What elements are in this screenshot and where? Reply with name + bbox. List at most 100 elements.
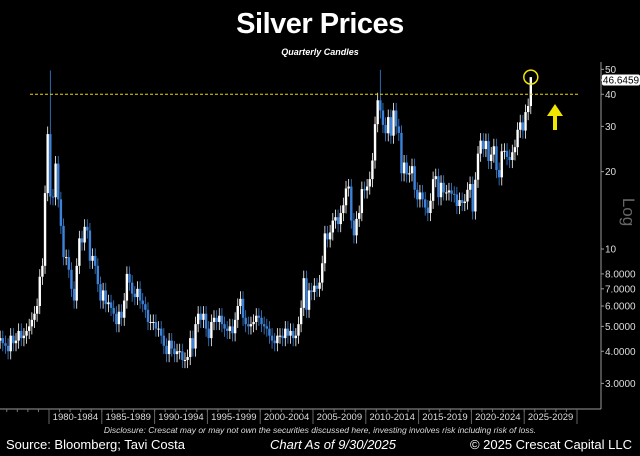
candle-body	[175, 351, 179, 355]
candle	[347, 178, 350, 197]
candle	[326, 225, 329, 248]
candle	[117, 304, 121, 333]
candle-body	[307, 290, 311, 310]
candle	[424, 191, 427, 216]
y-tick-label: 50	[605, 65, 617, 76]
last-value-text: 46.6459	[603, 76, 640, 87]
x-tick-label: 2005-2009	[317, 412, 362, 423]
candle	[511, 144, 514, 169]
candle-body	[342, 205, 345, 214]
candle-body	[101, 290, 105, 301]
y-tick-label: 8.0000	[605, 269, 636, 280]
candle-body	[439, 182, 443, 198]
candle	[276, 328, 279, 352]
candle-body	[152, 321, 155, 323]
candle-body	[468, 184, 472, 190]
candle	[371, 152, 374, 188]
candle-body	[249, 324, 253, 327]
candle-body	[286, 328, 290, 336]
candle	[519, 114, 522, 138]
candle-body	[109, 302, 113, 308]
candle	[344, 180, 348, 214]
candle-body	[492, 146, 496, 155]
candle-body	[25, 330, 28, 336]
candle	[376, 92, 379, 133]
candle-body	[347, 186, 350, 189]
candle-body	[389, 117, 393, 136]
candle-body	[59, 199, 63, 226]
candle	[20, 323, 23, 347]
candle	[49, 70, 52, 205]
candle-body	[363, 189, 366, 191]
candle-body	[167, 340, 171, 355]
candle-body	[12, 335, 15, 344]
candle-body	[503, 150, 506, 152]
candle	[334, 209, 337, 229]
candle	[202, 306, 205, 328]
y-tick-label: 30	[605, 122, 617, 133]
candle-body	[41, 265, 44, 277]
candle-body	[88, 230, 92, 261]
candle-body	[450, 190, 453, 194]
candle	[249, 316, 253, 335]
candle-body	[397, 126, 400, 133]
candle	[355, 211, 358, 244]
candle	[162, 328, 166, 354]
candle-body	[17, 330, 20, 341]
candle	[445, 184, 448, 201]
candle-body	[484, 141, 488, 149]
candle-body	[212, 317, 216, 322]
candle	[199, 306, 202, 328]
candle	[400, 125, 403, 182]
x-tick-label: 2025-2029	[528, 412, 573, 423]
candle-body	[64, 257, 68, 259]
candle-body	[516, 129, 519, 148]
candle	[260, 310, 263, 333]
candle-body	[495, 146, 498, 170]
candle-body	[49, 134, 52, 197]
candle	[51, 188, 55, 206]
candle-body	[431, 179, 435, 201]
candle-body	[442, 182, 445, 193]
candle	[236, 298, 239, 328]
candle-body	[125, 273, 129, 301]
candle-body	[511, 152, 514, 160]
candle-body	[426, 207, 430, 214]
candle-body	[244, 317, 247, 325]
candle-body	[160, 328, 163, 336]
candle	[210, 314, 213, 347]
y-tick-label: 10	[605, 245, 617, 256]
candle-body	[22, 335, 26, 339]
candle	[500, 143, 503, 186]
candle-body	[4, 343, 7, 346]
candle	[299, 300, 303, 333]
candle	[257, 308, 261, 326]
candle-body	[231, 326, 234, 334]
candle-body	[46, 134, 49, 194]
candle-body	[410, 166, 414, 174]
candle	[508, 149, 511, 169]
candle	[466, 182, 469, 210]
candle	[455, 186, 459, 215]
candle	[231, 318, 234, 342]
candle	[442, 175, 445, 201]
candle	[233, 312, 237, 342]
x-tick-label: 2000-2004	[264, 412, 309, 423]
candle	[265, 318, 268, 337]
candle	[170, 333, 173, 357]
candle-body	[183, 359, 187, 361]
candle	[476, 146, 480, 188]
candle-body	[429, 200, 432, 214]
candle-body	[392, 110, 395, 136]
candle	[136, 281, 139, 306]
candle	[154, 314, 158, 337]
candle	[99, 276, 102, 309]
candle	[128, 266, 131, 291]
candle	[270, 328, 274, 349]
candle	[226, 321, 229, 340]
candle-body	[421, 192, 424, 200]
candle	[460, 192, 464, 212]
candle	[529, 77, 532, 115]
candles-group	[0, 69, 532, 369]
candle-body	[96, 265, 100, 285]
